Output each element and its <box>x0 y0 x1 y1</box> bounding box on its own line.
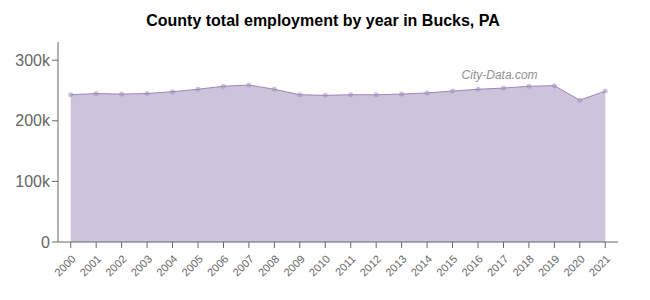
svg-text:2006: 2006 <box>205 253 231 279</box>
svg-text:200k: 200k <box>15 112 51 129</box>
svg-text:2001: 2001 <box>77 253 103 279</box>
html-text:City-Data.com: City-Data.com <box>461 68 538 82</box>
svg-text:2017: 2017 <box>485 253 511 279</box>
svg-text:2015: 2015 <box>434 253 460 279</box>
svg-text:2000: 2000 <box>52 253 78 279</box>
svg-text:100k: 100k <box>15 173 51 190</box>
svg-text:2014: 2014 <box>408 253 434 279</box>
svg-text:2003: 2003 <box>128 253 154 279</box>
svg-text:2013: 2013 <box>383 253 409 279</box>
svg-text:2016: 2016 <box>459 253 485 279</box>
svg-text:2004: 2004 <box>154 253 180 279</box>
svg-text:300k: 300k <box>15 52 51 69</box>
html-text:County total employment by yea: County total employment by year in Bucks… <box>146 12 500 29</box>
svg-text:2002: 2002 <box>103 253 129 279</box>
svg-text:2012: 2012 <box>357 253 383 279</box>
svg-text:2018: 2018 <box>510 253 536 279</box>
svg-text:2020: 2020 <box>561 253 587 279</box>
svg-text:2011: 2011 <box>333 253 358 278</box>
svg-text:2008: 2008 <box>256 253 282 279</box>
svg-text:0: 0 <box>41 234 50 251</box>
svg-text:2007: 2007 <box>230 253 256 279</box>
svg-text:2019: 2019 <box>536 253 562 279</box>
svg-text:2009: 2009 <box>281 253 307 279</box>
svg-text:2021: 2021 <box>587 253 613 279</box>
svg-text:2005: 2005 <box>179 253 205 279</box>
svg-text:2010: 2010 <box>307 253 333 279</box>
